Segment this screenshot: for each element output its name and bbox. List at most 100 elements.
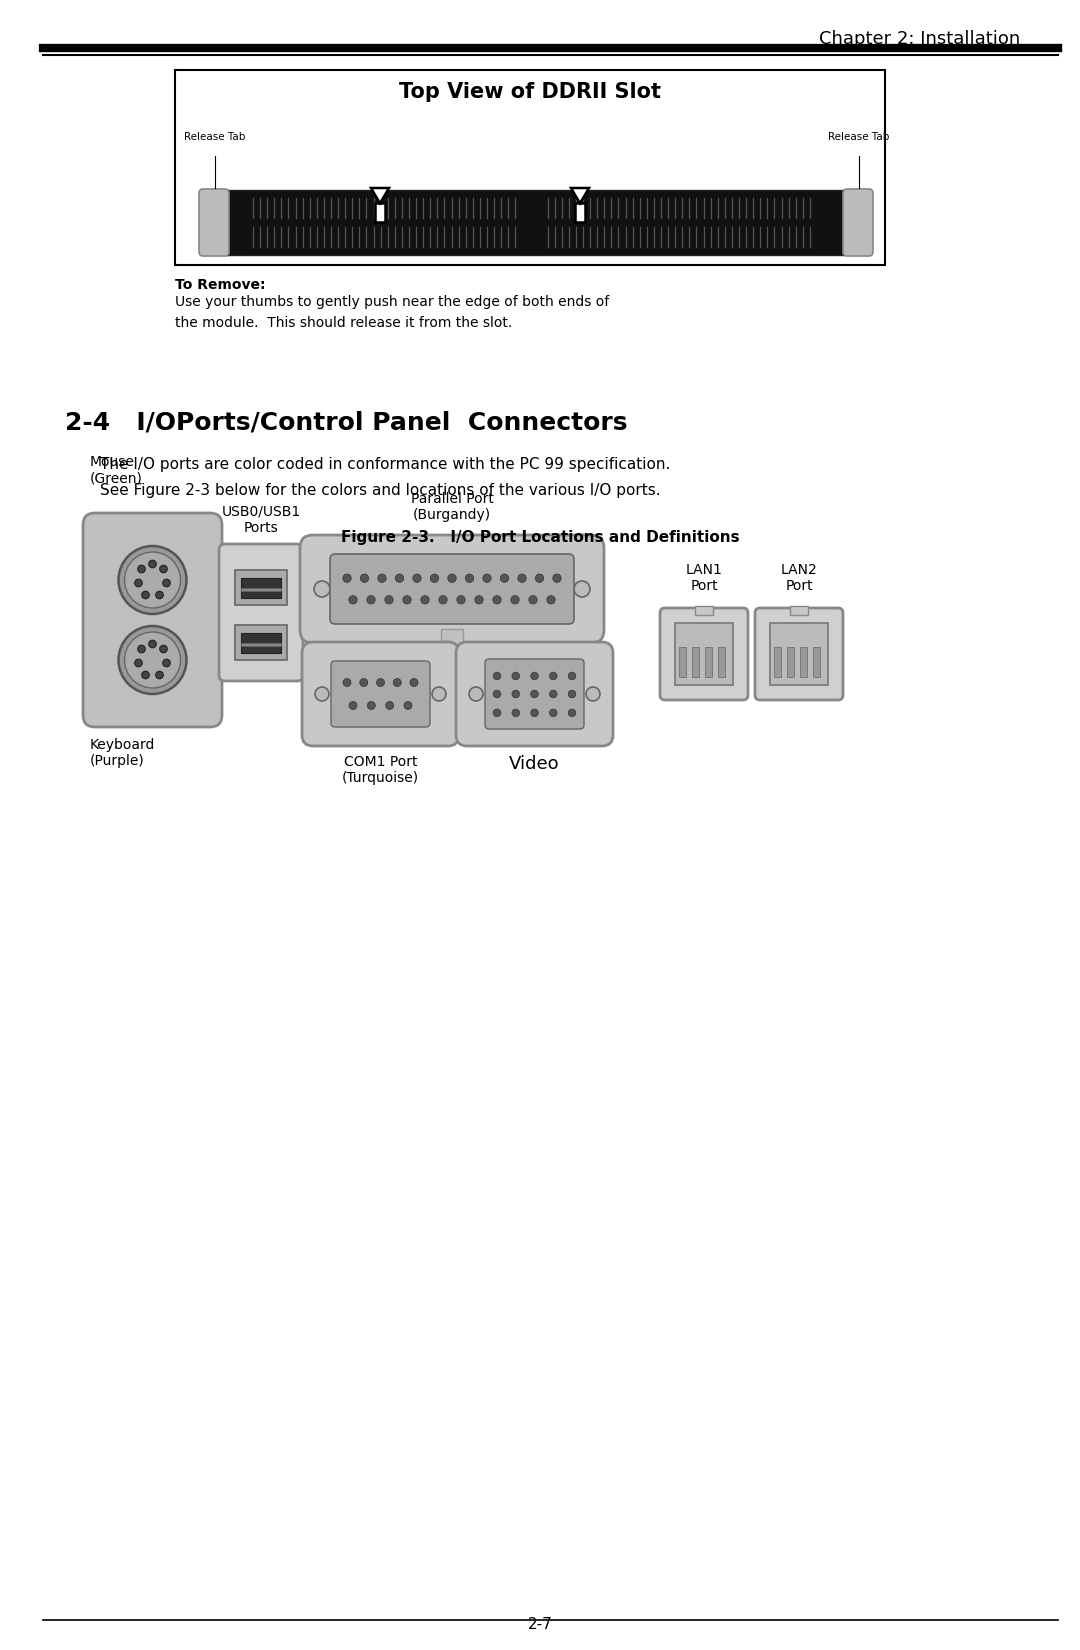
Circle shape (494, 672, 501, 680)
Circle shape (377, 678, 384, 686)
Bar (241, 644, 281, 647)
Text: The I/O ports are color coded in conformance with the PC 99 specification.
See F: The I/O ports are color coded in conform… (100, 457, 671, 498)
Circle shape (386, 701, 394, 710)
FancyBboxPatch shape (302, 642, 459, 746)
FancyBboxPatch shape (755, 607, 843, 700)
FancyBboxPatch shape (330, 554, 573, 624)
Text: USB0/USB1
Ports: USB0/USB1 Ports (221, 505, 300, 535)
Bar (241, 634, 281, 653)
Circle shape (530, 710, 538, 716)
Bar (225, 190, 845, 256)
Bar (813, 647, 820, 676)
Circle shape (511, 596, 519, 604)
Circle shape (160, 566, 167, 573)
Bar (718, 647, 725, 676)
Text: COM1 Port
(Turquoise): COM1 Port (Turquoise) (342, 756, 419, 785)
Bar (774, 647, 781, 676)
Circle shape (119, 625, 187, 695)
Bar (375, 203, 384, 223)
Polygon shape (571, 188, 589, 203)
Circle shape (494, 710, 501, 716)
Text: Top View of DDRII Slot: Top View of DDRII Slot (399, 82, 661, 102)
Circle shape (492, 596, 501, 604)
Text: Chapter 2: Installation: Chapter 2: Installation (819, 30, 1020, 48)
Circle shape (573, 581, 590, 597)
Bar (441, 629, 463, 672)
Circle shape (156, 591, 163, 599)
Circle shape (530, 672, 538, 680)
Bar (675, 624, 733, 685)
Circle shape (529, 596, 537, 604)
Circle shape (550, 690, 557, 698)
Circle shape (465, 574, 474, 582)
Circle shape (349, 701, 357, 710)
Circle shape (530, 690, 538, 698)
Circle shape (314, 581, 330, 597)
Circle shape (546, 596, 555, 604)
Circle shape (586, 686, 600, 701)
Circle shape (413, 574, 421, 582)
Circle shape (149, 640, 157, 648)
Circle shape (483, 574, 491, 582)
Text: Mouse
(Green): Mouse (Green) (90, 455, 143, 485)
Circle shape (517, 574, 526, 582)
Bar (241, 578, 281, 597)
Bar (575, 203, 585, 223)
Circle shape (469, 686, 483, 701)
Text: To Remove:: To Remove: (175, 277, 266, 292)
FancyBboxPatch shape (83, 513, 222, 728)
Circle shape (568, 710, 576, 716)
Circle shape (568, 690, 576, 698)
Circle shape (448, 574, 456, 582)
Circle shape (138, 566, 146, 573)
Bar (692, 647, 699, 676)
Circle shape (568, 672, 576, 680)
Circle shape (536, 574, 543, 582)
FancyBboxPatch shape (175, 69, 885, 266)
Text: LAN2
Port: LAN2 Port (781, 563, 818, 592)
Circle shape (550, 672, 557, 680)
Text: Figure 2-3.   I/O Port Locations and Definitions: Figure 2-3. I/O Port Locations and Defin… (340, 530, 740, 544)
Circle shape (360, 678, 368, 686)
Bar (241, 587, 281, 591)
Circle shape (149, 561, 157, 568)
Circle shape (550, 710, 557, 716)
Bar (705, 647, 712, 676)
Circle shape (404, 701, 411, 710)
FancyBboxPatch shape (456, 642, 613, 746)
Circle shape (361, 574, 368, 582)
Circle shape (160, 645, 167, 653)
Text: Release Tab: Release Tab (185, 132, 245, 142)
Circle shape (378, 574, 387, 582)
Circle shape (315, 686, 329, 701)
Circle shape (124, 632, 180, 688)
Bar (787, 647, 794, 676)
Circle shape (494, 690, 501, 698)
Circle shape (367, 596, 375, 604)
FancyBboxPatch shape (843, 190, 873, 256)
FancyBboxPatch shape (199, 190, 229, 256)
Circle shape (119, 546, 187, 614)
Circle shape (403, 596, 411, 604)
FancyBboxPatch shape (485, 658, 584, 729)
Circle shape (432, 686, 446, 701)
Circle shape (163, 579, 171, 587)
Circle shape (393, 678, 402, 686)
FancyBboxPatch shape (219, 544, 303, 681)
Circle shape (124, 553, 180, 607)
Circle shape (500, 574, 509, 582)
Text: LAN1
Port: LAN1 Port (686, 563, 723, 592)
Circle shape (395, 574, 404, 582)
Bar (679, 647, 686, 676)
Circle shape (512, 690, 519, 698)
Bar (235, 625, 287, 660)
Bar (235, 569, 287, 606)
Circle shape (457, 596, 465, 604)
Circle shape (410, 678, 418, 686)
Bar (770, 624, 828, 685)
Text: Keyboard
(Purple): Keyboard (Purple) (90, 738, 156, 769)
FancyBboxPatch shape (330, 662, 430, 728)
Text: Parallel Port
(Burgandy): Parallel Port (Burgandy) (410, 492, 494, 521)
Circle shape (138, 645, 146, 653)
Text: 2-4   I/OPorts/Control Panel  Connectors: 2-4 I/OPorts/Control Panel Connectors (65, 409, 627, 434)
